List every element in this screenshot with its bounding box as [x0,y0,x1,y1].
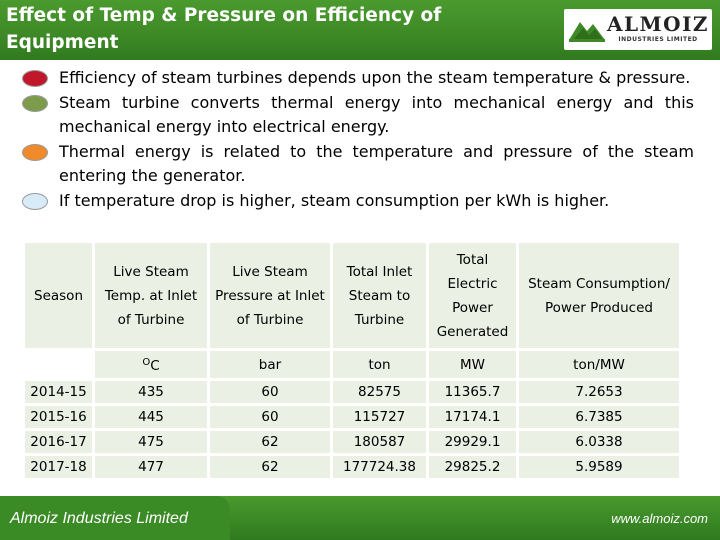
header-season: Season [25,243,92,348]
table-cell: 2015-16 [25,406,92,428]
table-unit-row: OC bar ton MW ton/MW [25,351,679,378]
table-cell: 60 [210,381,330,403]
header-temperature: Live Steam Temp. at Inlet of Turbine [95,243,207,348]
bullet-text: Thermal energy is related to the tempera… [59,142,694,185]
table-cell: 11365.7 [429,381,516,403]
table-cell: 17174.1 [429,406,516,428]
bullet-list: Efficiency of steam turbines depends upo… [18,66,694,213]
bullet-text: Efficiency of steam turbines depends upo… [59,68,691,87]
unit-cell: OC [95,351,207,378]
table-cell: 62 [210,431,330,453]
table-cell: 62 [210,456,330,478]
red-oval-icon [22,70,48,87]
table-cell: 60 [210,406,330,428]
header-steam-consumption: Steam Consumption/ Power Produced [519,243,679,348]
table-cell: 115727 [333,406,426,428]
table-cell: 7.2653 [519,381,679,403]
table-row: 2014-15 435 60 82575 11365.7 7.2653 [25,381,679,403]
unit-cell [25,351,92,378]
table-row: 2016-17 475 62 180587 29929.1 6.0338 [25,431,679,453]
green-oval-icon [22,95,48,112]
table-cell: 435 [95,381,207,403]
bullet-item: Thermal energy is related to the tempera… [18,140,694,188]
light-blue-oval-icon [22,193,48,210]
table-cell: 2014-15 [25,381,92,403]
footer-website: www.almoiz.com [611,511,708,526]
bullet-item: If temperature drop is higher, steam con… [18,189,694,213]
bullet-text: If temperature drop is higher, steam con… [59,191,610,210]
table-cell: 445 [95,406,207,428]
table-cell: 29825.2 [429,456,516,478]
footer-tab [0,496,230,540]
table-cell: 177724.38 [333,456,426,478]
table-cell: 180587 [333,431,426,453]
bullet-item: Efficiency of steam turbines depends upo… [18,66,694,90]
unit-cell: bar [210,351,330,378]
table-row: 2017-18 477 62 177724.38 29825.2 5.9589 [25,456,679,478]
bullet-text: Steam turbine converts thermal energy in… [59,93,694,136]
logo-name: ALMOIZ [606,12,710,36]
header-pressure: Live Steam Pressure at Inlet of Turbine [210,243,330,348]
mountain-logo-icon [569,22,605,42]
unit-superscript: O [142,357,151,368]
footer-company: Almoiz Industries Limited [10,510,188,527]
table-cell: 475 [95,431,207,453]
logo-tagline: INDUSTRIES LIMITED [618,36,698,43]
table-cell: 2016-17 [25,431,92,453]
unit-cell: ton/MW [519,351,679,378]
table-cell: 6.0338 [519,431,679,453]
header-inlet-steam: Total Inlet Steam to Turbine [333,243,426,348]
table-cell: 477 [95,456,207,478]
table-cell: 6.7385 [519,406,679,428]
unit-text: C [150,358,160,374]
unit-cell: MW [429,351,516,378]
efficiency-table: Season Live Steam Temp. at Inlet of Turb… [22,240,682,481]
table-row: 2015-16 445 60 115727 17174.1 6.7385 [25,406,679,428]
table-cell: 29929.1 [429,431,516,453]
bullet-item: Steam turbine converts thermal energy in… [18,91,694,139]
table-cell: 2017-18 [25,456,92,478]
table-cell: 82575 [333,381,426,403]
company-logo: ALMOIZ INDUSTRIES LIMITED [564,9,712,50]
slide-title: Effect of Temp & Pressure on Efficiency … [6,5,442,53]
header-power-generated: Total Electric Power Generated [429,243,516,348]
table-header-row: Season Live Steam Temp. at Inlet of Turb… [25,243,679,348]
orange-oval-icon [22,144,48,161]
unit-cell: ton [333,351,426,378]
header-bar: Effect of Temp & Pressure on Efficiency … [0,0,720,60]
table-cell: 5.9589 [519,456,679,478]
